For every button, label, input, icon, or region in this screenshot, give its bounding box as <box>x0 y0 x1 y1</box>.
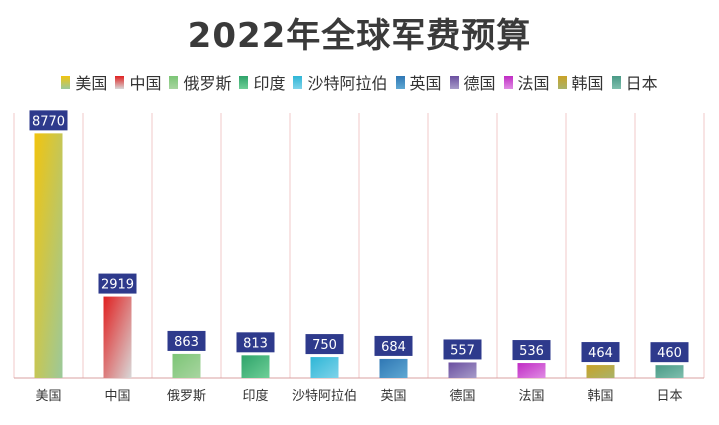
tick-label: 韩国 <box>587 389 613 404</box>
tick-label: 沙特阿拉伯 <box>292 389 357 404</box>
legend-label: 美国 <box>75 74 108 93</box>
legend-label: 俄罗斯 <box>183 74 232 93</box>
legend-item: 印度 <box>239 70 285 94</box>
data-label: 460 <box>657 346 682 361</box>
tick-label: 俄罗斯 <box>167 389 206 404</box>
data-label-box <box>512 340 551 361</box>
data-label: 863 <box>174 335 199 350</box>
data-label-box <box>374 335 413 356</box>
legend-label: 法国 <box>517 74 550 93</box>
data-label-box <box>305 334 344 355</box>
bar <box>379 358 408 378</box>
data-label: 684 <box>381 340 406 355</box>
legend-item: 日本 <box>611 70 658 94</box>
bar <box>310 357 339 378</box>
legend-item: 沙特阿拉伯 <box>293 70 388 94</box>
legend-label: 印度 <box>253 74 286 93</box>
legend-label: 日本 <box>625 74 658 93</box>
legend-label: 韩国 <box>571 74 604 93</box>
legend-swatch <box>169 75 179 89</box>
tick-label: 法国 <box>518 389 544 404</box>
bar <box>517 363 546 378</box>
bar <box>448 362 477 378</box>
tick-label: 美国 <box>35 389 61 404</box>
legend-swatch <box>293 75 303 89</box>
data-label: 557 <box>450 343 475 358</box>
legend-swatch <box>611 75 621 89</box>
legend-swatch <box>239 75 249 89</box>
legend-label: 中国 <box>129 74 162 93</box>
legend-swatch <box>503 75 513 89</box>
legend-item: 美国 <box>61 70 107 94</box>
data-label: 8770 <box>32 114 65 129</box>
data-label: 2919 <box>101 278 134 293</box>
bar <box>655 365 684 378</box>
tick-label: 德国 <box>449 389 475 404</box>
legend-swatch <box>449 75 459 89</box>
tick-label: 中国 <box>104 389 130 404</box>
bar <box>586 365 615 378</box>
legend-swatch <box>557 75 567 89</box>
data-label: 813 <box>243 336 268 351</box>
data-label-box <box>581 342 620 363</box>
legend-swatch <box>115 75 125 89</box>
legend-item: 德国 <box>449 70 496 94</box>
legend-item: 英国 <box>395 70 442 94</box>
chart-title: 2022年全球军费预算 <box>187 16 532 56</box>
legend-label: 德国 <box>463 74 496 93</box>
tick-label: 印度 <box>242 388 268 404</box>
data-label-box <box>650 342 689 363</box>
data-label-box <box>29 110 68 131</box>
bar <box>34 133 63 378</box>
bar <box>172 353 201 378</box>
legend-item: 俄罗斯 <box>169 70 231 94</box>
bar <box>103 296 132 378</box>
tick-label: 日本 <box>656 389 682 404</box>
data-label-box <box>98 273 137 294</box>
legend-label: 沙特阿拉伯 <box>307 74 388 93</box>
legend-item: 法国 <box>503 70 550 94</box>
legend-swatch <box>395 75 405 89</box>
data-label-box <box>236 332 275 353</box>
legend-item: 韩国 <box>557 70 604 94</box>
legend-label: 英国 <box>409 74 442 93</box>
bar <box>241 355 270 378</box>
data-label-box <box>167 330 206 351</box>
data-label-box <box>443 339 482 360</box>
data-label: 536 <box>519 344 544 359</box>
legend-item: 中国 <box>115 70 161 94</box>
legend-swatch <box>61 75 71 89</box>
data-label: 750 <box>312 338 337 353</box>
legend: 美国 中国 俄罗斯 印度 沙特阿拉伯 英国 德国 法国 韩国 日本 <box>0 70 719 94</box>
tick-label: 英国 <box>380 389 406 404</box>
data-label: 464 <box>588 346 613 361</box>
